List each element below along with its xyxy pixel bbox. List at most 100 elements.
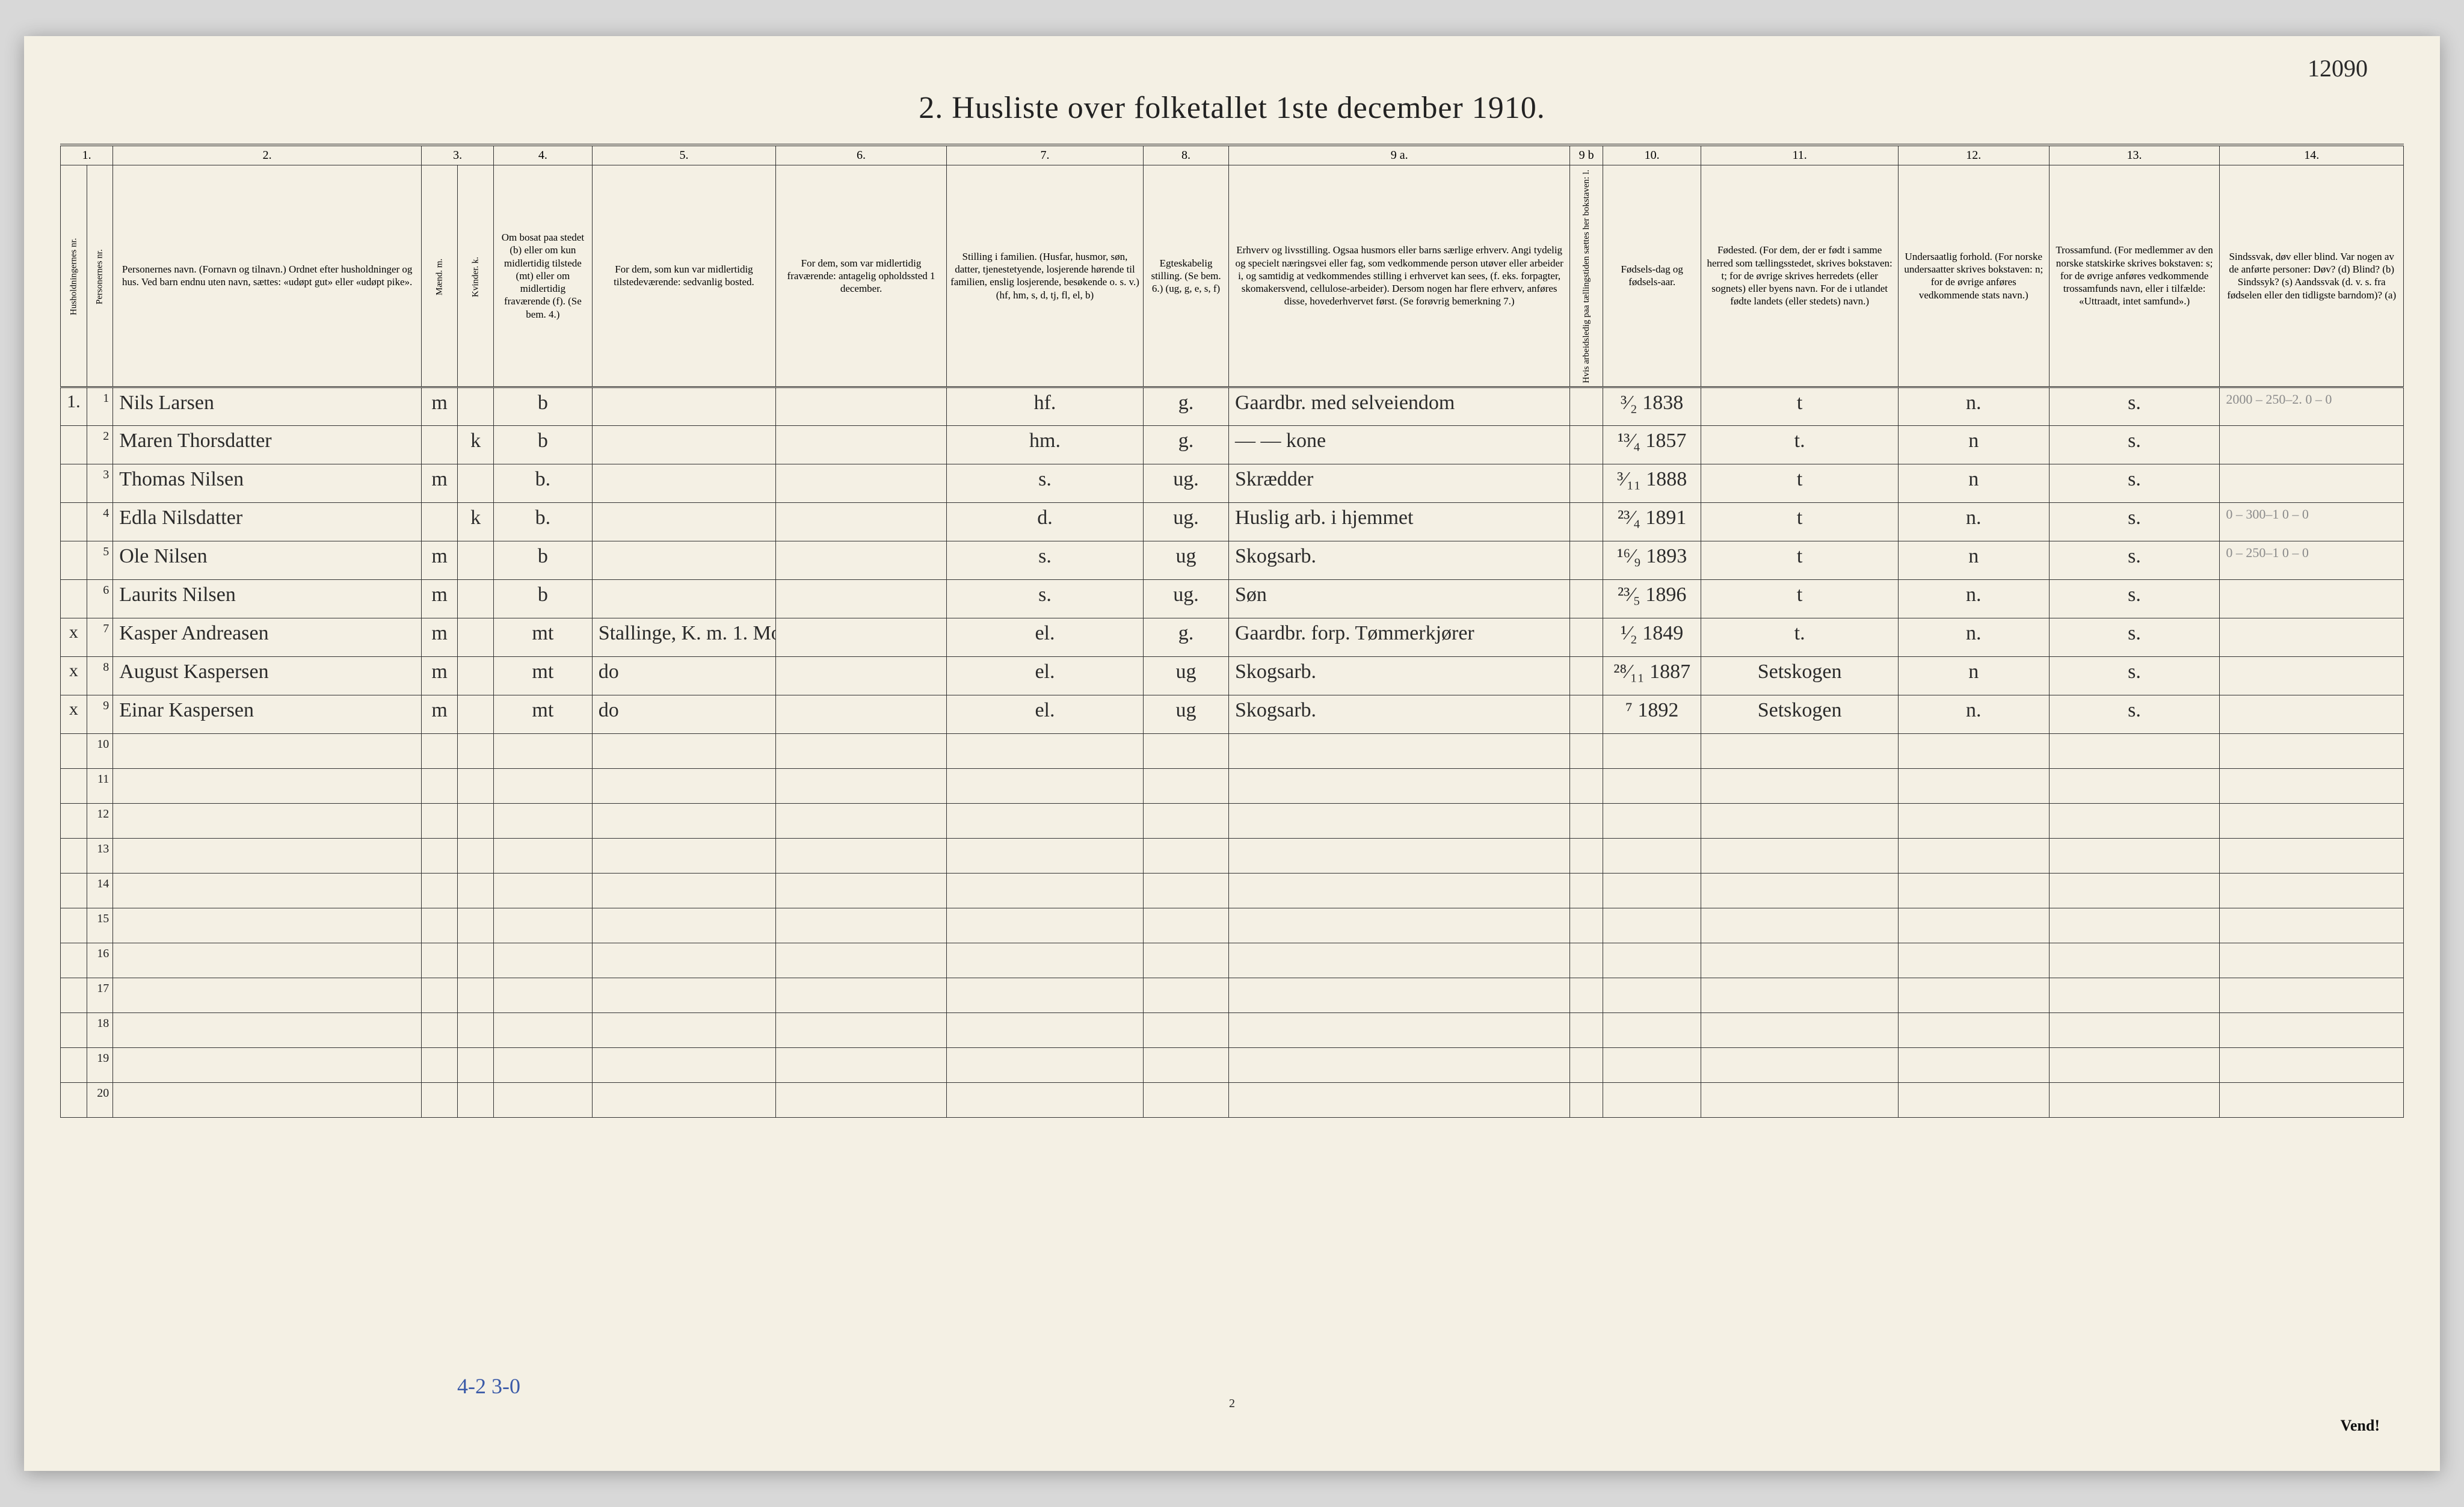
cell	[2049, 803, 2220, 838]
cell	[2049, 873, 2220, 908]
cell	[61, 733, 87, 768]
cell: 20	[87, 1082, 113, 1117]
header-disability: Sindssvak, døv eller blind. Var nogen av…	[2220, 165, 2404, 387]
table-row-empty: 11	[61, 768, 2404, 803]
cell: ³⁄₂ 1838	[1603, 387, 1701, 425]
table-row: 4Edla Nilsdatterkb.d.ug.Huslig arb. i hj…	[61, 502, 2404, 541]
cell: 3	[87, 464, 113, 502]
cell	[946, 873, 1143, 908]
cell	[776, 838, 947, 873]
cell	[458, 1047, 494, 1082]
cell	[422, 1082, 458, 1117]
table-row-empty: 12	[61, 803, 2404, 838]
cell	[1144, 908, 1229, 943]
cell: d.	[946, 502, 1143, 541]
cell	[422, 502, 458, 541]
cell	[2220, 873, 2404, 908]
cell	[1570, 618, 1603, 656]
cell	[592, 908, 775, 943]
table-row-empty: 17	[61, 978, 2404, 1012]
cell: mt	[494, 618, 593, 656]
cell	[61, 873, 87, 908]
table-row: 5Ole Nilsenmbs.ugSkogsarb.¹⁶⁄₉ 1893tns.0…	[61, 541, 2404, 579]
cell	[61, 464, 87, 502]
cell: 0 – 250–1 0 – 0	[2220, 541, 2404, 579]
cell	[592, 1082, 775, 1117]
cell	[113, 978, 422, 1012]
cell: s.	[2049, 618, 2220, 656]
cell	[1144, 838, 1229, 873]
cell: 9	[87, 695, 113, 733]
census-sheet: 12090 2. Husliste over folketallet 1ste …	[24, 36, 2440, 1471]
cell: Nils Larsen	[113, 387, 422, 425]
header-marital: Egteskabelig stilling. (Se bem. 6.) (ug,…	[1144, 165, 1229, 387]
cell	[494, 733, 593, 768]
cell	[1701, 908, 1898, 943]
cell: t	[1701, 387, 1898, 425]
cell: b.	[494, 464, 593, 502]
cell	[1898, 908, 2049, 943]
cell	[776, 873, 947, 908]
table-row-empty: 15	[61, 908, 2404, 943]
cell	[592, 387, 775, 425]
cell	[494, 1012, 593, 1047]
header-family-position: Stilling i familien. (Husfar, husmor, sø…	[946, 165, 1143, 387]
cell	[776, 943, 947, 978]
cell	[1570, 1047, 1603, 1082]
cell	[113, 803, 422, 838]
cell	[1570, 387, 1603, 425]
cell: do	[592, 656, 775, 695]
cell: n	[1898, 541, 2049, 579]
cell: 8	[87, 656, 113, 695]
cell	[2220, 978, 2404, 1012]
cell: m	[422, 541, 458, 579]
cell	[458, 838, 494, 873]
cell: — — kone	[1228, 425, 1569, 464]
cell	[592, 803, 775, 838]
cell	[592, 502, 775, 541]
cell	[1144, 943, 1229, 978]
cell	[1701, 838, 1898, 873]
colnum-4: 4.	[494, 145, 593, 165]
cell: x	[61, 618, 87, 656]
cell	[458, 695, 494, 733]
cell: x	[61, 656, 87, 695]
cell	[2049, 1082, 2220, 1117]
cell	[1701, 1012, 1898, 1047]
cell	[776, 733, 947, 768]
cell	[776, 387, 947, 425]
cell: ug.	[1144, 502, 1229, 541]
cell: s.	[946, 579, 1143, 618]
cell: ug	[1144, 541, 1229, 579]
header-occupation: Erhverv og livsstilling. Ogsaa husmors e…	[1228, 165, 1569, 387]
cell	[1570, 695, 1603, 733]
cell: 7	[87, 618, 113, 656]
cell	[1144, 1047, 1229, 1082]
cell: s.	[2049, 387, 2220, 425]
colnum-9a: 9 a.	[1228, 145, 1569, 165]
page-title: 2. Husliste over folketallet 1ste decemb…	[60, 90, 2404, 126]
cell	[494, 1082, 593, 1117]
cell	[61, 943, 87, 978]
cell	[1898, 1082, 2049, 1117]
table-row: x7Kasper AndreasenmmtStallinge, K. m. 1.…	[61, 618, 2404, 656]
cell: t	[1701, 502, 1898, 541]
colnum-12: 12.	[1898, 145, 2049, 165]
cell	[1570, 943, 1603, 978]
cell	[1898, 803, 2049, 838]
cell	[458, 579, 494, 618]
cell: mt	[494, 695, 593, 733]
cell: Gaardbr. med selveiendom	[1228, 387, 1569, 425]
cell	[113, 733, 422, 768]
cell: 16	[87, 943, 113, 978]
cell	[113, 943, 422, 978]
cell: Søn	[1228, 579, 1569, 618]
cell: b	[494, 541, 593, 579]
cell	[1228, 908, 1569, 943]
cell	[776, 502, 947, 541]
cell: ³⁄₁₁ 1888	[1603, 464, 1701, 502]
cell	[422, 943, 458, 978]
table-row-empty: 20	[61, 1082, 2404, 1117]
cell: t.	[1701, 425, 1898, 464]
cell	[458, 908, 494, 943]
